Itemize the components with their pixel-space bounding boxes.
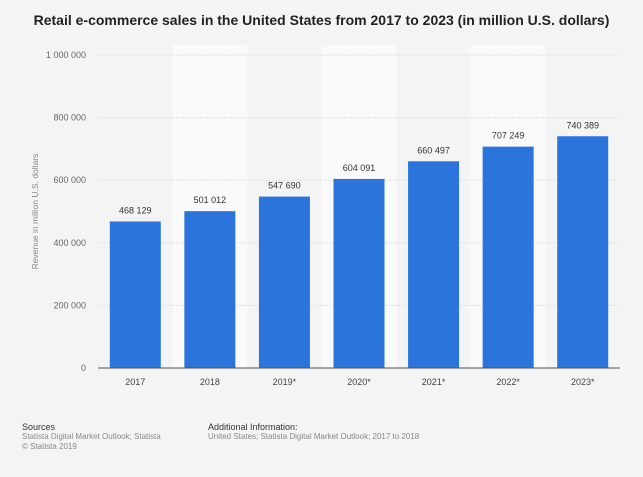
y-tick-label: 1 000 000 — [46, 50, 86, 60]
bar-chart: 0 200 000 400 000 600 000 800 000 1 000 000 Re… — [30, 50, 620, 387]
chart-title: Retail e-commerce sales in the United St… — [33, 12, 610, 28]
y-tick-label: 800 000 — [53, 113, 86, 123]
bar — [258, 196, 310, 368]
additional-info-block: Additional Information: United States; S… — [208, 422, 419, 442]
data-label: 501 012 — [194, 195, 227, 205]
y-tick-label: 0 — [81, 363, 86, 373]
bar — [109, 221, 161, 368]
y-tick-label: 600 000 — [53, 175, 86, 185]
y-axis-label: Revenue in million U.S. dollars — [30, 154, 40, 270]
sources-heading: Sources — [22, 422, 56, 432]
additional-info-heading: Additional Information: — [208, 422, 298, 432]
x-tick-label: 2017 — [125, 377, 145, 387]
x-tick-label: 2021* — [422, 377, 446, 387]
x-tick-label: 2020* — [347, 377, 371, 387]
sources-text[interactable]: Statista Digital Market Outlook; Statist… — [22, 432, 161, 441]
bar — [482, 146, 534, 368]
data-label: 604 091 — [343, 163, 376, 173]
data-label: 707 249 — [492, 131, 525, 141]
bar — [333, 178, 385, 368]
copyright: © Statista 2019 — [22, 442, 77, 451]
x-tick-label: 2022* — [496, 377, 520, 387]
x-tick-label: 2018 — [200, 377, 220, 387]
x-tick-label: 2019* — [273, 377, 297, 387]
sources-block: Sources Statista Digital Market Outlook;… — [22, 422, 161, 452]
additional-info-text: United States; Statista Digital Market O… — [208, 432, 420, 441]
bar — [557, 136, 609, 368]
y-tick-label: 200 000 — [53, 300, 86, 310]
y-tick-label: 400 000 — [53, 238, 86, 248]
data-label: 660 497 — [417, 145, 450, 155]
bar — [408, 161, 460, 368]
data-label: 740 389 — [566, 120, 599, 130]
x-tick-label: 2023* — [571, 377, 595, 387]
bar — [184, 211, 236, 368]
data-label: 468 129 — [119, 205, 152, 215]
data-label: 547 690 — [268, 181, 301, 191]
